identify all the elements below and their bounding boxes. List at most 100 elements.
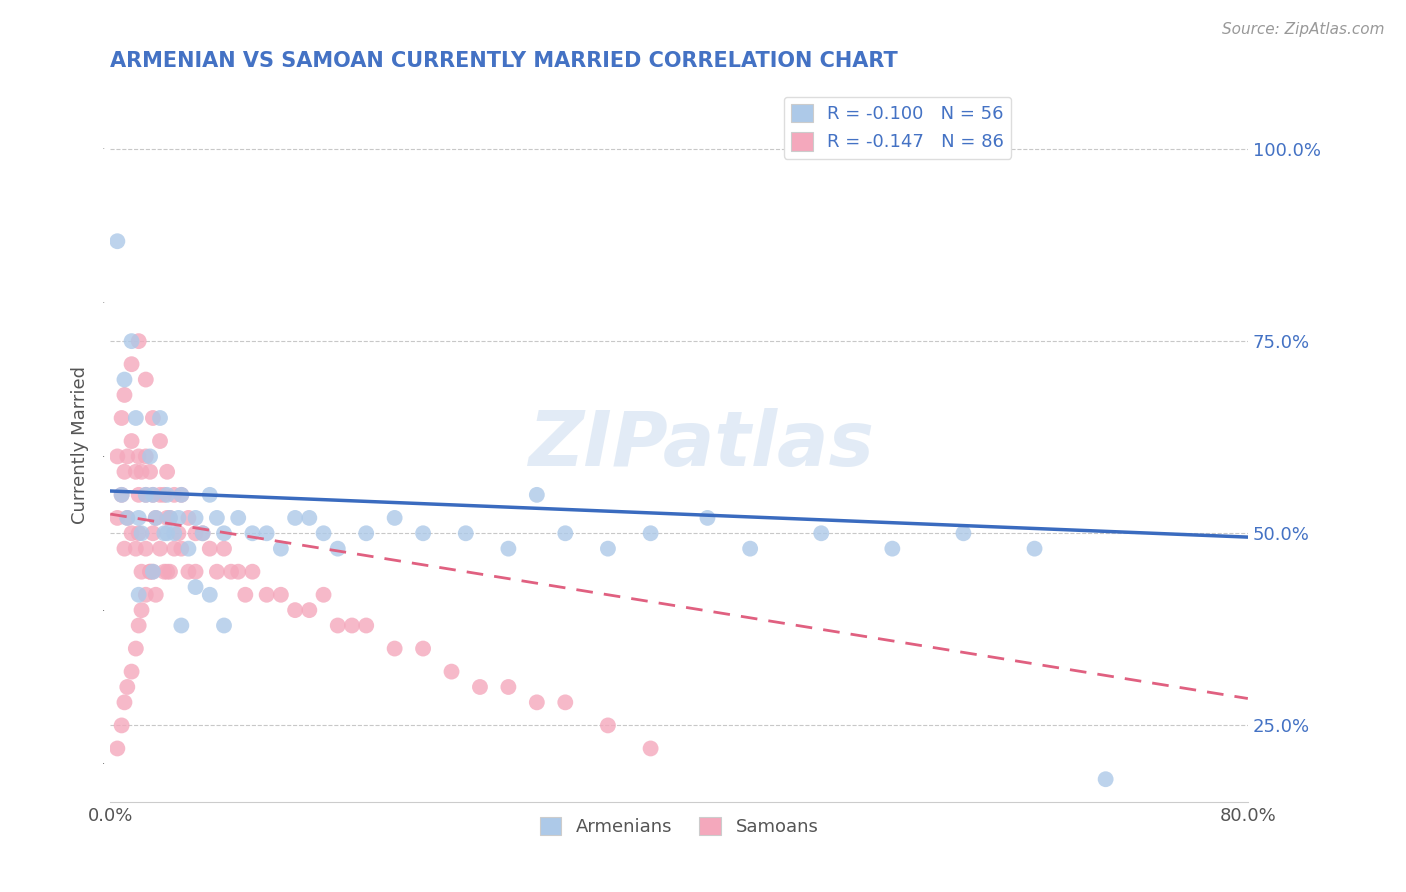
Point	[184, 565, 207, 579]
Point	[596, 541, 619, 556]
Point	[163, 541, 186, 556]
Point	[256, 526, 278, 541]
Point	[139, 465, 162, 479]
Point	[135, 541, 157, 556]
Point	[298, 603, 321, 617]
Point	[128, 588, 150, 602]
Point	[135, 588, 157, 602]
Point	[131, 465, 153, 479]
Point	[117, 511, 139, 525]
Point	[149, 541, 172, 556]
Text: Source: ZipAtlas.com: Source: ZipAtlas.com	[1222, 22, 1385, 37]
Point	[882, 541, 904, 556]
Point	[184, 580, 207, 594]
Point	[121, 526, 143, 541]
Point	[384, 511, 406, 525]
Point	[498, 680, 520, 694]
Point	[312, 526, 335, 541]
Point	[177, 511, 200, 525]
Point	[114, 541, 136, 556]
Point	[167, 511, 190, 525]
Point	[212, 618, 235, 632]
Legend: Armenians, Samoans: Armenians, Samoans	[533, 809, 825, 843]
Point	[696, 511, 718, 525]
Point	[159, 565, 181, 579]
Point	[117, 450, 139, 464]
Point	[219, 565, 242, 579]
Point	[167, 526, 190, 541]
Point	[142, 565, 165, 579]
Point	[110, 488, 132, 502]
Point	[105, 234, 128, 248]
Point	[1024, 541, 1046, 556]
Text: ZIPatlas: ZIPatlas	[529, 408, 875, 482]
Point	[135, 488, 157, 502]
Point	[110, 488, 132, 502]
Point	[114, 695, 136, 709]
Point	[128, 488, 150, 502]
Point	[284, 603, 307, 617]
Point	[142, 488, 165, 502]
Point	[156, 488, 179, 502]
Point	[354, 618, 377, 632]
Point	[640, 526, 662, 541]
Point	[170, 488, 193, 502]
Point	[159, 511, 181, 525]
Point	[105, 511, 128, 525]
Point	[191, 526, 214, 541]
Point	[125, 541, 148, 556]
Point	[326, 541, 349, 556]
Point	[135, 450, 157, 464]
Point	[184, 511, 207, 525]
Point	[440, 665, 463, 679]
Point	[177, 541, 200, 556]
Point	[135, 488, 157, 502]
Point	[117, 680, 139, 694]
Point	[142, 411, 165, 425]
Point	[149, 434, 172, 448]
Point	[139, 450, 162, 464]
Point	[191, 526, 214, 541]
Point	[153, 526, 176, 541]
Point	[270, 541, 292, 556]
Point	[142, 526, 165, 541]
Point	[340, 618, 363, 632]
Point	[114, 373, 136, 387]
Point	[131, 603, 153, 617]
Point	[156, 526, 179, 541]
Point	[156, 511, 179, 525]
Point	[131, 526, 153, 541]
Point	[177, 565, 200, 579]
Point	[952, 526, 974, 541]
Point	[198, 541, 221, 556]
Point	[163, 526, 186, 541]
Point	[454, 526, 477, 541]
Point	[498, 541, 520, 556]
Point	[298, 511, 321, 525]
Point	[526, 488, 548, 502]
Point	[110, 411, 132, 425]
Point	[170, 541, 193, 556]
Point	[184, 526, 207, 541]
Point	[153, 565, 176, 579]
Point	[128, 334, 150, 348]
Point	[105, 450, 128, 464]
Point	[156, 465, 179, 479]
Point	[159, 511, 181, 525]
Point	[256, 588, 278, 602]
Point	[121, 357, 143, 371]
Point	[740, 541, 762, 556]
Point	[125, 411, 148, 425]
Point	[198, 488, 221, 502]
Point	[139, 565, 162, 579]
Point	[205, 565, 228, 579]
Point	[326, 618, 349, 632]
Point	[226, 565, 249, 579]
Point	[156, 565, 179, 579]
Point	[105, 741, 128, 756]
Point	[153, 488, 176, 502]
Point	[468, 680, 491, 694]
Point	[205, 511, 228, 525]
Point	[139, 565, 162, 579]
Point	[114, 465, 136, 479]
